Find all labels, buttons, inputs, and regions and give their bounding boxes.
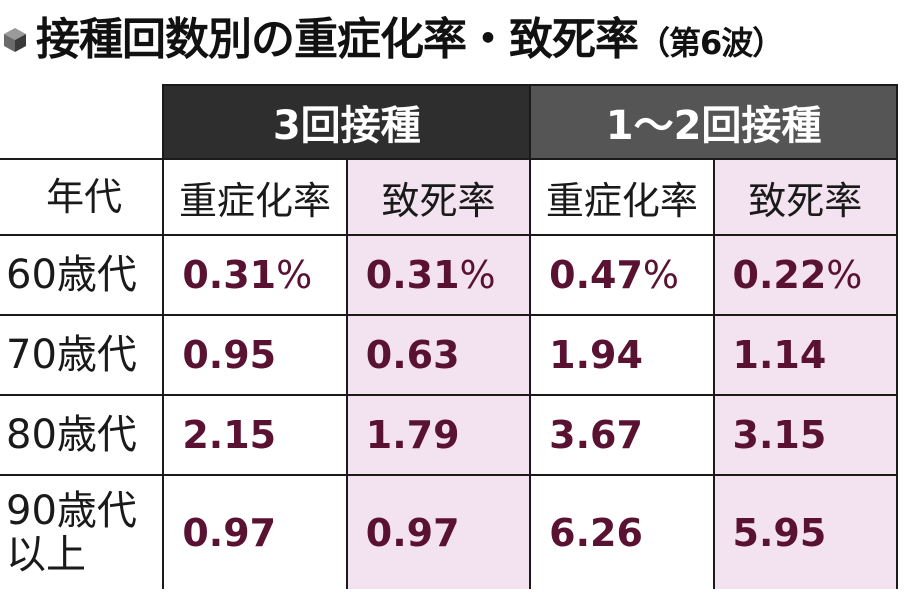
value-cell: 0.97 — [345, 474, 532, 589]
sub-header-severe-3: 重症化率 — [162, 158, 348, 236]
value-cell: 1.94 — [529, 314, 715, 396]
value-cell: 1.14 — [712, 314, 899, 396]
group-header-1-2-doses: 1～2回接種 — [529, 84, 898, 160]
sub-header-row: 年代 重症化率 致死率 重症化率 致死率 — [0, 158, 899, 236]
title-bar: 接種回数別の重症化率・致死率（第6波） — [0, 0, 905, 84]
sub-header-severe-12: 重症化率 — [529, 158, 715, 236]
sub-header-death-3: 致死率 — [345, 158, 532, 236]
value-cell: 1.79 — [345, 394, 532, 476]
rate-table: 3回接種 1～2回接種 年代 重症化率 致死率 重症化率 致死率 60歳代 0.… — [0, 84, 899, 589]
cube-icon — [4, 28, 26, 52]
age-header: 年代 — [0, 158, 165, 236]
value-cell: 0.47% — [529, 234, 715, 316]
age-label: 90歳代 以上 — [0, 474, 165, 589]
table-row: 70歳代 0.95 0.63 1.94 1.14 — [0, 314, 899, 396]
value-cell: 0.31% — [345, 234, 532, 316]
value-cell: 2.15 — [162, 394, 348, 476]
value-cell: 3.15 — [712, 394, 899, 476]
table-row: 60歳代 0.31% 0.31% 0.47% 0.22% — [0, 234, 899, 316]
page-title: 接種回数別の重症化率・致死率（第6波） — [36, 14, 784, 65]
value-cell: 0.22% — [712, 234, 899, 316]
table-row: 80歳代 2.15 1.79 3.67 3.15 — [0, 394, 899, 476]
group-header-row: 3回接種 1～2回接種 — [0, 84, 898, 160]
value-cell: 0.31% — [162, 234, 348, 316]
value-cell: 0.97 — [162, 474, 348, 589]
value-cell: 0.63 — [345, 314, 532, 396]
age-label: 80歳代 — [0, 394, 165, 476]
title-note: （第6波） — [638, 24, 784, 62]
group-header-3-doses: 3回接種 — [162, 84, 532, 160]
value-cell: 5.95 — [712, 474, 899, 589]
value-cell: 6.26 — [529, 474, 715, 589]
age-label: 70歳代 — [0, 314, 165, 396]
table-row: 90歳代 以上 0.97 0.97 6.26 5.95 — [0, 474, 899, 589]
value-cell: 0.95 — [162, 314, 348, 396]
value-cell: 3.67 — [529, 394, 715, 476]
corner-cell — [0, 85, 165, 160]
sub-header-death-12: 致死率 — [712, 158, 899, 236]
age-label: 60歳代 — [0, 234, 165, 316]
